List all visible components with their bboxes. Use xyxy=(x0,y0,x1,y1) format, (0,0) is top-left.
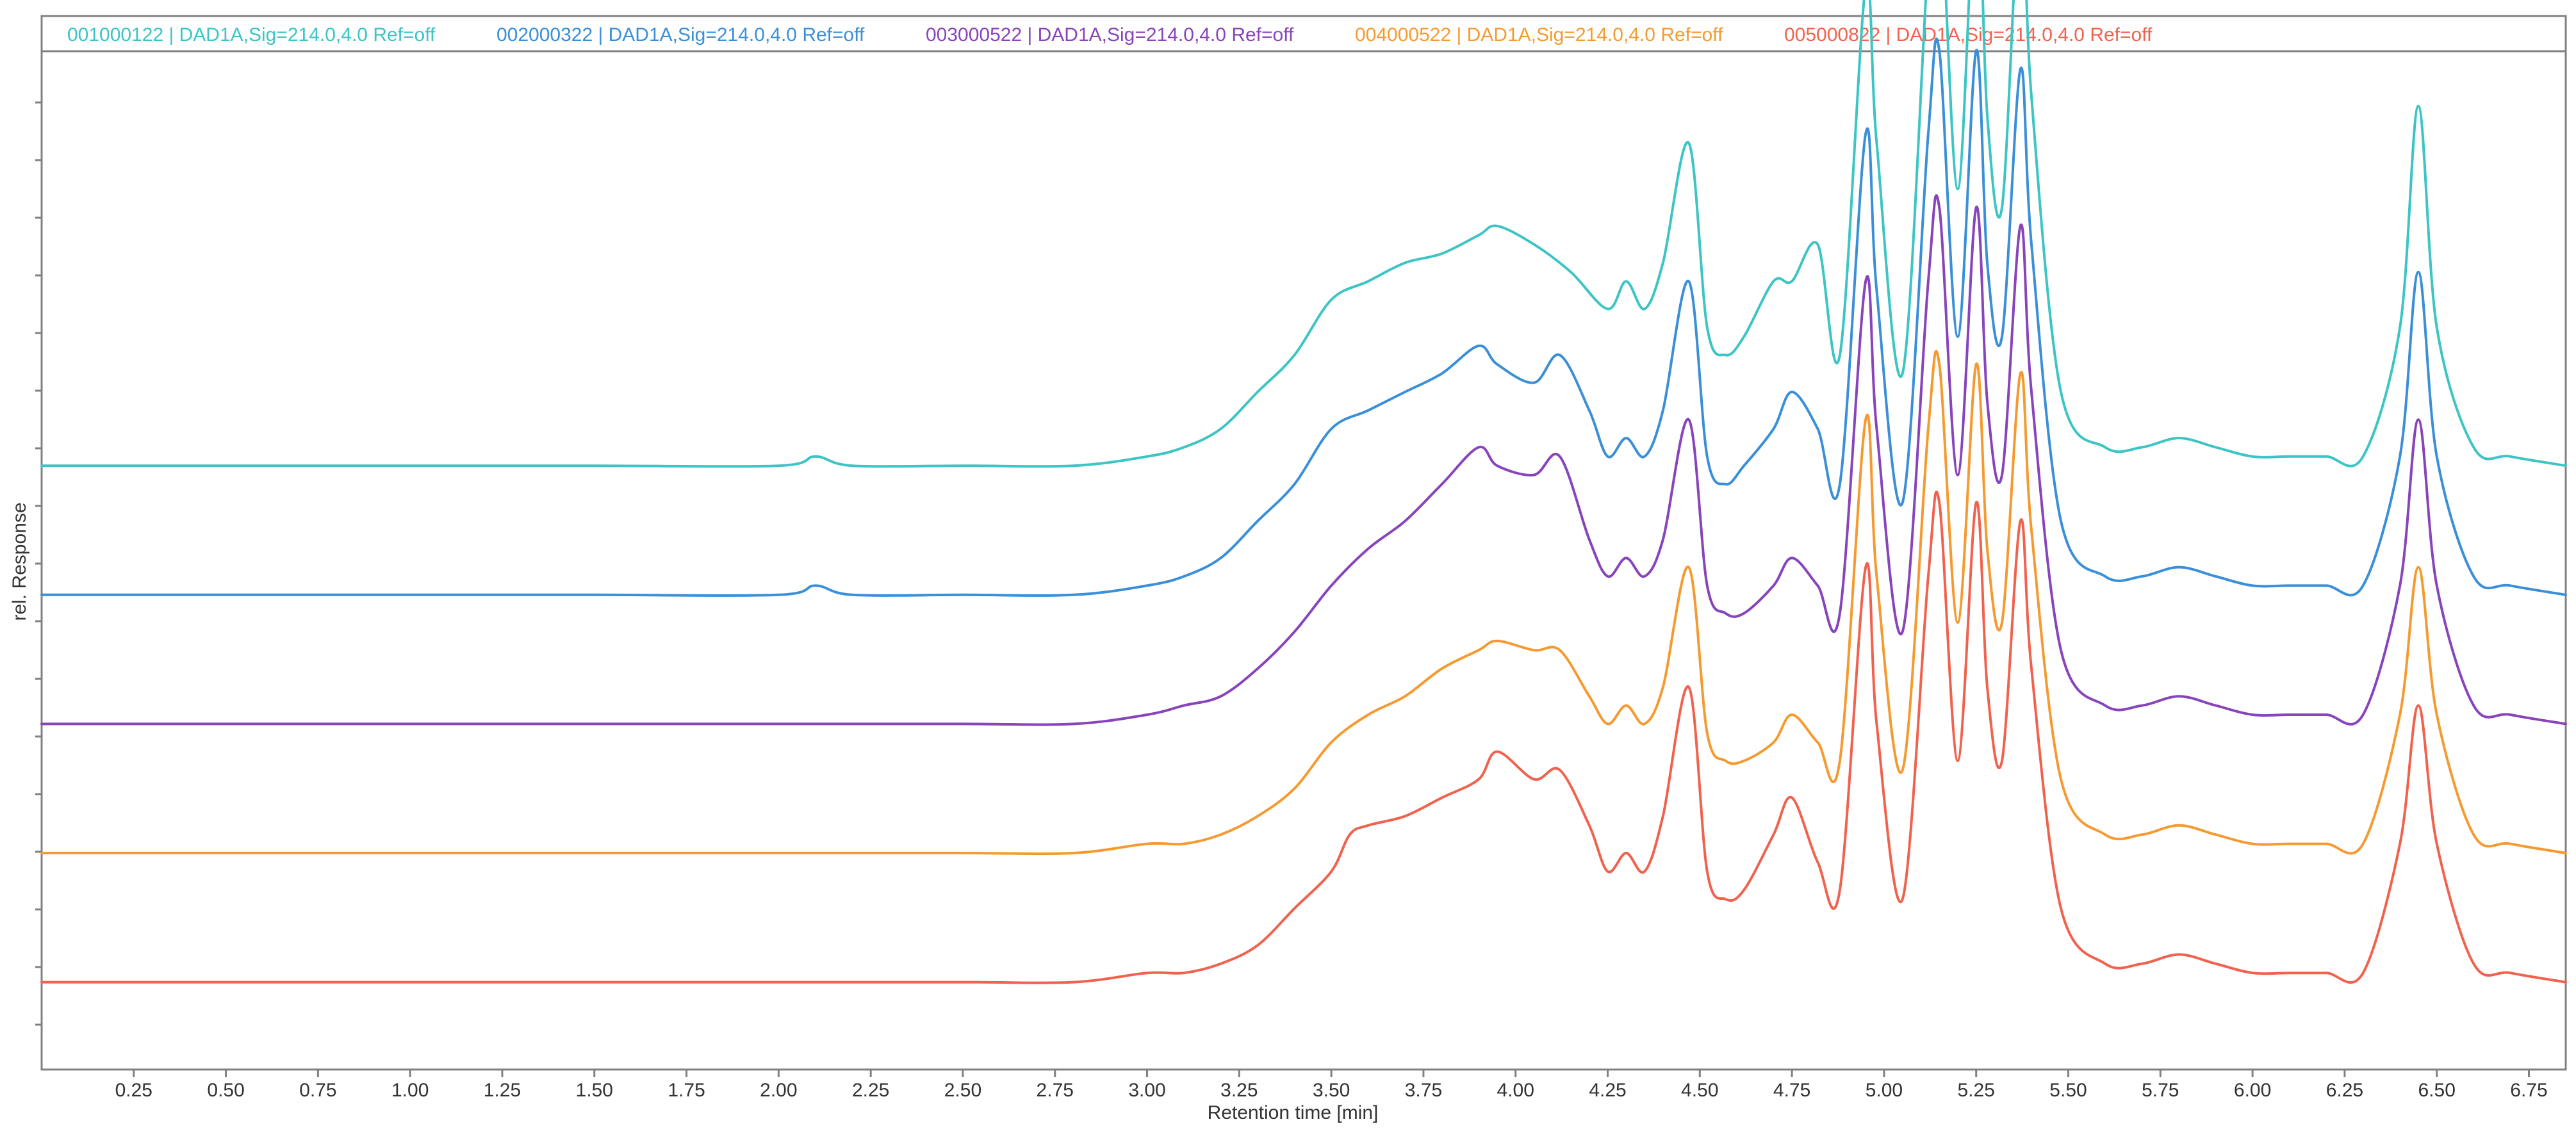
plot-frame xyxy=(40,50,2567,1071)
series-line-5 xyxy=(40,491,2567,984)
x-tick-label: 5.50 xyxy=(2049,1080,2087,1101)
x-tick-label: 2.75 xyxy=(1037,1080,1074,1101)
x-tick-label: 0.25 xyxy=(115,1080,152,1101)
x-tick-label: 4.00 xyxy=(1497,1080,1534,1101)
legend-entry-3: 003000522 | DAD1A,Sig=214.0,4.0 Ref=off xyxy=(926,24,1294,45)
x-tick-label: 5.75 xyxy=(2142,1080,2179,1101)
x-tick-label: 1.00 xyxy=(391,1080,429,1101)
series-line-2 xyxy=(40,37,2567,597)
legend-entry-1: 001000122 | DAD1A,Sig=214.0,4.0 Ref=off xyxy=(67,24,436,45)
x-tick-label: 5.00 xyxy=(1866,1080,1903,1101)
x-tick-label: 3.00 xyxy=(1128,1080,1165,1101)
series-line-4 xyxy=(40,350,2567,856)
legend-box xyxy=(40,15,2567,53)
x-tick-label: 2.00 xyxy=(760,1080,797,1101)
x-tick-label: 6.75 xyxy=(2510,1080,2547,1101)
x-tick-label: 2.50 xyxy=(944,1080,981,1101)
plot-series xyxy=(40,0,2567,984)
x-tick-label: 6.00 xyxy=(2234,1080,2271,1101)
x-axis-title: Retention time [min] xyxy=(1208,1102,1379,1123)
series-line-1 xyxy=(40,0,2567,468)
y-axis-ticks xyxy=(35,101,42,1026)
x-tick-label: 0.50 xyxy=(207,1080,244,1101)
legend-entry-2: 002000322 | DAD1A,Sig=214.0,4.0 Ref=off xyxy=(496,24,865,45)
x-tick-label: 1.75 xyxy=(668,1080,705,1101)
x-tick-label: 5.25 xyxy=(1958,1080,1995,1101)
x-tick-label: 4.25 xyxy=(1589,1080,1626,1101)
series-line-3 xyxy=(40,194,2567,726)
x-tick-label: 4.50 xyxy=(1681,1080,1718,1101)
x-tick-label: 0.75 xyxy=(299,1080,336,1101)
legend-entry-4: 004000522 | DAD1A,Sig=214.0,4.0 Ref=off xyxy=(1355,24,1723,45)
legend: 001000122 | DAD1A,Sig=214.0,4.0 Ref=off 0… xyxy=(67,24,2153,45)
x-tick-label: 4.75 xyxy=(1773,1080,1810,1101)
x-axis-ticks: 0.25 0.50 0.75 1.00 1.25 1.50 1.75 2.00 2.25 2.50… xyxy=(115,1070,2548,1101)
x-tick-label: 3.25 xyxy=(1220,1080,1258,1101)
y-axis-title: rel. Response xyxy=(9,502,30,621)
x-tick-label: 2.25 xyxy=(852,1080,889,1101)
x-tick-label: 1.50 xyxy=(576,1080,613,1101)
x-tick-label: 1.25 xyxy=(484,1080,521,1101)
x-tick-label: 6.50 xyxy=(2418,1080,2455,1101)
x-tick-label: 3.75 xyxy=(1405,1080,1442,1101)
x-tick-label: 3.50 xyxy=(1313,1080,1350,1101)
x-tick-label: 6.25 xyxy=(2326,1080,2363,1101)
